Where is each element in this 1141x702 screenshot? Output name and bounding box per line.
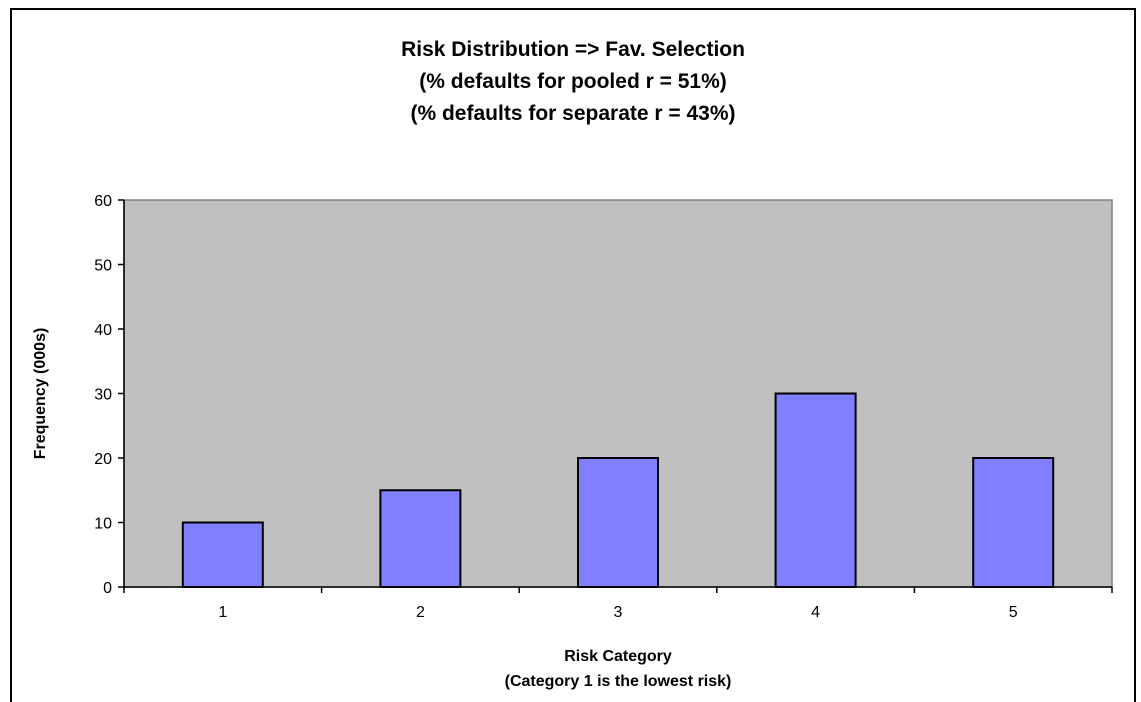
x-tick-label: 2 xyxy=(416,604,425,621)
chart-title: Risk Distribution => Fav. Selection (% d… xyxy=(10,34,1136,130)
bars-group xyxy=(181,392,1055,588)
chart-frame xyxy=(10,8,1136,702)
axes-group: 0 10 20 30 40 50 60 1 2 3 4 5 xyxy=(94,193,1113,621)
x-tick-label: 1 xyxy=(218,604,227,621)
x-tick-label: 4 xyxy=(811,604,820,621)
bar-5 xyxy=(972,457,1055,588)
y-tick-label: 40 xyxy=(94,322,112,339)
chart-title-line-2: (% defaults for pooled r = 51%) xyxy=(419,70,727,93)
y-tick-label: 60 xyxy=(94,193,112,210)
y-tick-label: 20 xyxy=(94,451,112,468)
chart-title-line-1: Risk Distribution => Fav. Selection xyxy=(401,38,745,61)
y-tick-label: 30 xyxy=(94,387,112,404)
x-axis-sublabel: (Category 1 is the lowest risk) xyxy=(505,673,732,690)
y-tick-label: 50 xyxy=(94,258,112,275)
bar-4 xyxy=(774,392,857,588)
y-axis-label: Frequency (000s) xyxy=(32,328,49,460)
x-tick-label: 5 xyxy=(1009,604,1018,621)
y-tick-label: 10 xyxy=(94,516,112,533)
chart-title-line-3: (% defaults for separate r = 43%) xyxy=(410,102,736,125)
bar-2 xyxy=(379,489,462,588)
x-axis-label: Risk Category xyxy=(564,648,672,665)
y-tick-label: 0 xyxy=(103,580,112,597)
bar-3 xyxy=(577,457,659,588)
x-tick-label: 3 xyxy=(614,604,623,621)
bar-1 xyxy=(181,521,264,588)
